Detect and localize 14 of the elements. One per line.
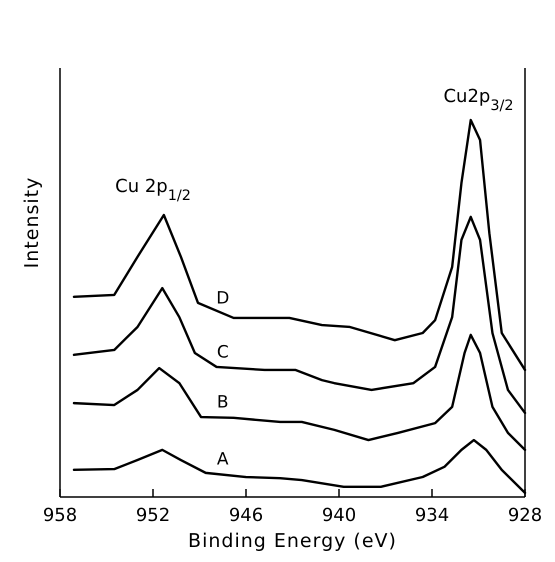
x-axis-title: Binding Energy (eV)	[188, 530, 397, 552]
series-label: D	[216, 288, 230, 308]
x-tick-label: 958	[42, 505, 78, 526]
series-label: B	[216, 392, 229, 413]
y-axis-title: Intensity	[21, 176, 43, 268]
x-tick-label: 934	[414, 505, 450, 526]
x-tick-label: 940	[322, 505, 356, 526]
x-tick-label: 952	[136, 505, 170, 526]
x-tick-label: 946	[228, 505, 264, 526]
series-label: C	[216, 342, 229, 362]
x-tick-label: 928	[508, 505, 542, 526]
series-label: A	[216, 450, 229, 470]
annotation: Cu 2p$_{1/2}$	[115, 176, 191, 204]
text: Cu2p$_{3/2}$	[443, 86, 514, 114]
